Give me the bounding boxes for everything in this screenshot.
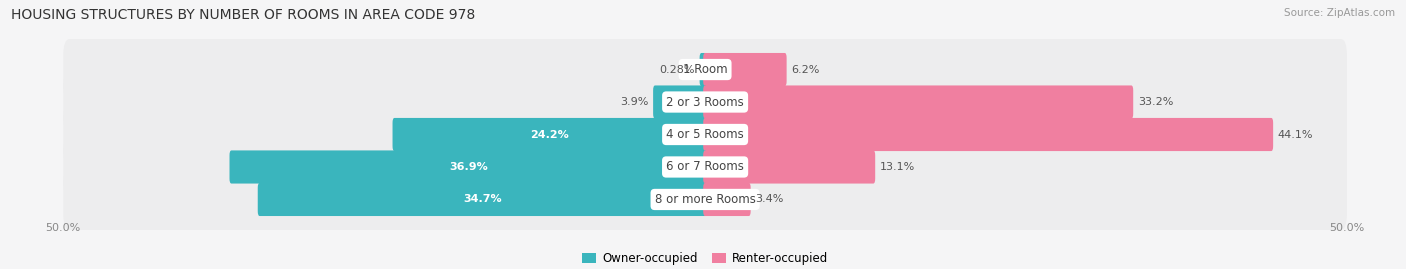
FancyBboxPatch shape bbox=[257, 183, 707, 216]
Text: 24.2%: 24.2% bbox=[530, 129, 569, 140]
FancyBboxPatch shape bbox=[703, 150, 875, 183]
Text: 8 or more Rooms: 8 or more Rooms bbox=[655, 193, 755, 206]
Text: 6 or 7 Rooms: 6 or 7 Rooms bbox=[666, 161, 744, 174]
FancyBboxPatch shape bbox=[703, 86, 1133, 119]
Text: 36.9%: 36.9% bbox=[449, 162, 488, 172]
Text: 3.9%: 3.9% bbox=[620, 97, 648, 107]
FancyBboxPatch shape bbox=[703, 183, 751, 216]
Text: 44.1%: 44.1% bbox=[1278, 129, 1313, 140]
Text: HOUSING STRUCTURES BY NUMBER OF ROOMS IN AREA CODE 978: HOUSING STRUCTURES BY NUMBER OF ROOMS IN… bbox=[11, 8, 475, 22]
FancyBboxPatch shape bbox=[654, 86, 707, 119]
FancyBboxPatch shape bbox=[63, 104, 1347, 165]
Text: 3.4%: 3.4% bbox=[755, 194, 783, 204]
Text: 13.1%: 13.1% bbox=[880, 162, 915, 172]
FancyBboxPatch shape bbox=[703, 53, 786, 86]
FancyBboxPatch shape bbox=[63, 136, 1347, 197]
Text: 2 or 3 Rooms: 2 or 3 Rooms bbox=[666, 95, 744, 108]
FancyBboxPatch shape bbox=[392, 118, 707, 151]
FancyBboxPatch shape bbox=[63, 39, 1347, 100]
Text: 0.28%: 0.28% bbox=[659, 65, 695, 75]
FancyBboxPatch shape bbox=[63, 72, 1347, 133]
Text: 33.2%: 33.2% bbox=[1137, 97, 1173, 107]
FancyBboxPatch shape bbox=[703, 118, 1274, 151]
Text: 6.2%: 6.2% bbox=[792, 65, 820, 75]
Legend: Owner-occupied, Renter-occupied: Owner-occupied, Renter-occupied bbox=[578, 247, 832, 269]
FancyBboxPatch shape bbox=[63, 169, 1347, 230]
Text: 34.7%: 34.7% bbox=[463, 194, 502, 204]
FancyBboxPatch shape bbox=[229, 150, 707, 183]
FancyBboxPatch shape bbox=[700, 53, 707, 86]
Text: Source: ZipAtlas.com: Source: ZipAtlas.com bbox=[1284, 8, 1395, 18]
Text: 1 Room: 1 Room bbox=[683, 63, 727, 76]
Text: 4 or 5 Rooms: 4 or 5 Rooms bbox=[666, 128, 744, 141]
